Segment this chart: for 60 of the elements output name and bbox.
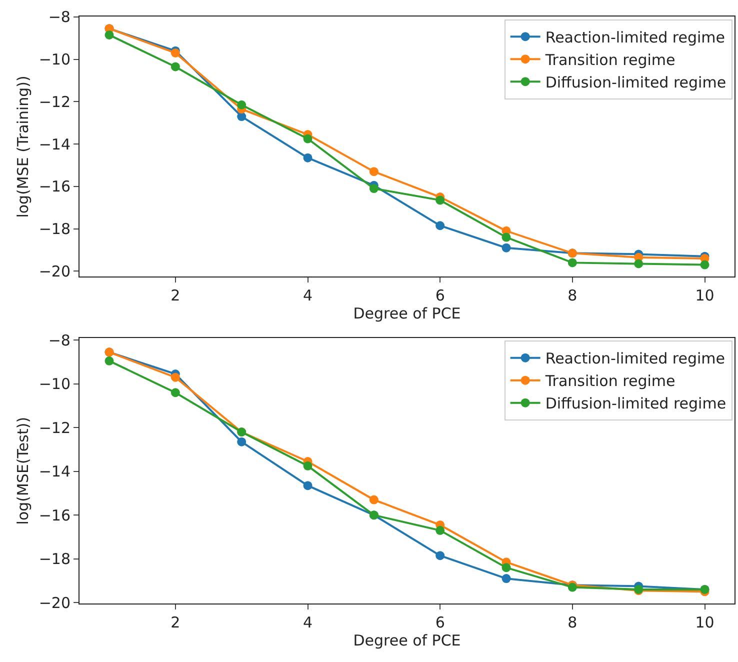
legend-label: Reaction-limited regime (545, 28, 725, 46)
x-tick-label: 2 (170, 614, 180, 632)
point (369, 167, 378, 176)
point (170, 372, 180, 382)
point (568, 258, 577, 268)
x-axis-title: Degree of PCE (353, 632, 461, 650)
point (237, 112, 246, 122)
point (237, 437, 246, 446)
y-tick-label: −10 (38, 50, 70, 69)
x-tick-label: 6 (435, 614, 445, 632)
y-tick-label: −18 (38, 220, 70, 238)
point (634, 259, 644, 268)
point (502, 563, 511, 572)
point (436, 196, 445, 205)
point (104, 356, 114, 366)
y-axis-title: log(MSE(Test)) (14, 416, 32, 525)
x-tick-label: 4 (302, 614, 313, 632)
point (502, 243, 511, 252)
point (303, 481, 312, 490)
y-tick-label: −14 (38, 462, 70, 481)
legend-label: Transition regime (544, 50, 676, 69)
point (502, 574, 511, 584)
y-tick-label: −10 (38, 375, 70, 394)
x-tick-label: 10 (695, 286, 714, 305)
point (170, 388, 180, 398)
point (237, 100, 246, 110)
point (170, 62, 180, 72)
y-tick-label: −20 (38, 262, 70, 280)
point (303, 134, 312, 144)
y-tick-label: −16 (38, 178, 70, 196)
x-tick-label: 4 (302, 286, 313, 305)
x-tick-label: 6 (435, 286, 445, 305)
point (369, 495, 378, 504)
point (303, 461, 312, 470)
point (436, 221, 445, 230)
x-tick-label: 8 (568, 286, 578, 305)
x-tick-label: 2 (170, 286, 180, 305)
y-tick-label: −8 (48, 331, 70, 350)
point (104, 30, 114, 40)
y-tick-label: −8 (48, 8, 70, 26)
point (369, 184, 378, 194)
y-tick-label: −18 (38, 550, 70, 568)
y-tick-label: −20 (38, 594, 70, 612)
x-tick-label: 8 (568, 614, 578, 632)
point (436, 551, 445, 560)
legend-label: Diffusion-limited regime (545, 73, 726, 92)
y-tick-label: −12 (38, 92, 70, 111)
legend-label: Diffusion-limited regime (545, 394, 726, 413)
point (502, 232, 511, 242)
legend-label: Transition regime (544, 372, 676, 390)
x-axis-title: Degree of PCE (353, 304, 461, 323)
y-tick-label: −12 (38, 418, 70, 437)
y-tick-label: −16 (38, 506, 70, 524)
point (303, 153, 312, 162)
legend-label: Reaction-limited regime (545, 350, 725, 368)
point (700, 260, 710, 270)
point (436, 526, 445, 535)
y-tick-label: −14 (38, 135, 70, 154)
x-tick-label: 10 (695, 614, 714, 632)
y-axis-title: log(MSE (Training)) (14, 76, 32, 218)
